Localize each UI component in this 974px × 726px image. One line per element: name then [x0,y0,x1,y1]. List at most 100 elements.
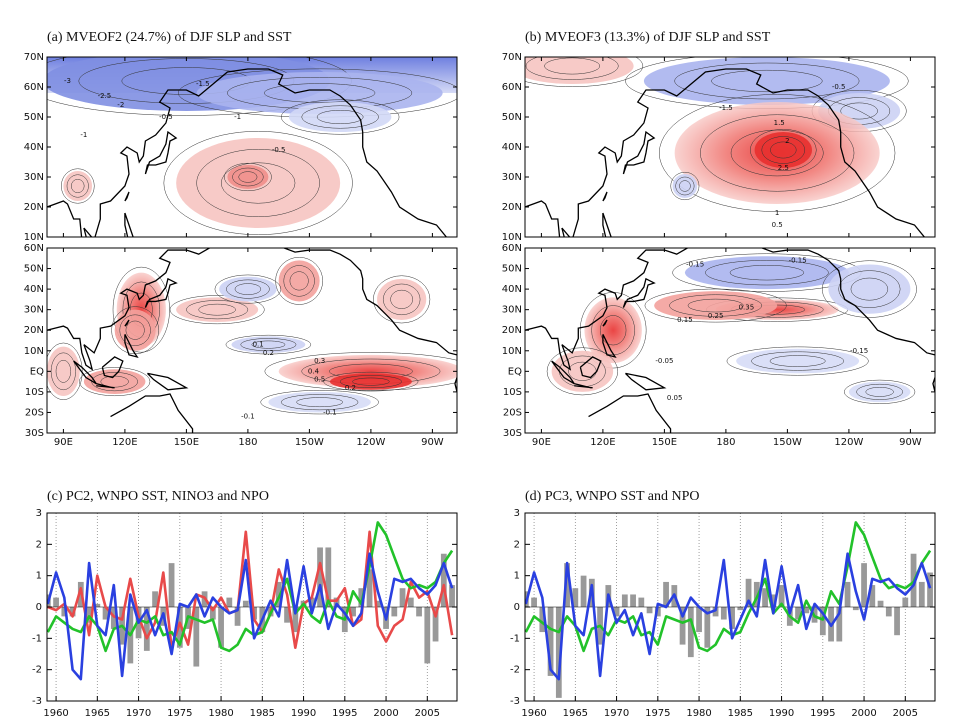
contour [224,162,272,192]
lat-tick-label: 70N [24,52,44,63]
bar [193,607,200,667]
y-tick-label: 3 [514,508,520,519]
lon-tick-label: 120W [356,437,385,448]
bar [869,585,876,607]
x-tick-label: 1975 [645,708,670,719]
lat-tick-label: EQ [30,366,44,377]
lat-tick-label: 20S [25,407,44,418]
plot-area [525,513,935,701]
contour [55,359,72,383]
bar [712,607,719,617]
bar [539,607,546,633]
lat-tick-label: 20S [503,407,522,418]
coastline [101,356,124,379]
map-field: -3 -2.5 -2 -1.5 -1 -0.5 -1 -0.5 [47,57,457,237]
contour [214,274,282,304]
lat-tick-label: 10S [503,387,522,398]
coastline [602,191,608,202]
contour [669,294,763,317]
coastline [622,277,656,308]
contour [525,57,644,87]
chart-title: (c) PC2, WNPO SST, NINO3 and NPO [47,489,269,504]
anomaly [525,57,634,84]
lat-tick-label: 60N [502,82,522,93]
bar [242,600,249,607]
contour [644,288,787,323]
lat-tick-label: 70N [502,52,522,63]
lon-tick-label: 150E [652,437,677,448]
coastline [124,212,134,237]
map-frame [524,247,936,434]
bar [745,578,752,607]
contour [700,114,855,192]
contour [769,355,826,367]
lat-tick-label: 50N [24,112,44,123]
contour [679,180,691,192]
lat-tick-label: 60N [24,82,44,93]
x-tick-label: 1970 [604,708,629,719]
y-tick-label: -2 [32,665,42,676]
contour-label: 2.5 [778,164,789,172]
coastline [602,319,608,327]
x-tick-label: 2000 [373,708,398,719]
anomaly [47,346,80,397]
map-field: -1.5 -0.5 1.5 2 2.5 1 0.5 [525,57,935,237]
bar [168,563,175,607]
lat-tick-label: 40N [502,142,522,153]
bar [687,607,694,658]
contour-label: -0.15 [686,260,704,268]
lat-tick-label: 10N [502,232,522,243]
bar [176,607,183,648]
anomaly [584,297,642,364]
contour-label: 2 [785,137,789,145]
bar [844,581,851,607]
line-series [525,552,932,681]
contour-label: -0.1 [241,413,255,421]
bar [564,563,570,607]
anomaly [329,373,412,390]
contour [705,260,829,286]
bar [226,597,233,607]
coastline [551,360,575,385]
lat-tick-label: 30S [503,428,522,439]
lat-tick-label: 50N [502,264,522,275]
anomaly [114,309,156,351]
coastline [110,393,194,433]
bar [292,607,299,633]
lat-tick-label: EQ [508,366,522,377]
contour [226,279,270,299]
contour [844,379,916,404]
contour [221,162,296,204]
contour-label: 0.4 [308,367,320,375]
contour [289,271,309,291]
contour [186,300,249,320]
contour [316,110,364,124]
bar [218,607,224,648]
lon-tick-label: 90W [421,437,444,448]
lon-tick-label: 90W [899,437,922,448]
x-tick-label: 1990 [291,708,316,719]
bar [432,607,439,642]
lon-tick-label: 150W [295,437,324,448]
anomaly [684,256,849,290]
bar [778,585,785,607]
contour [50,352,76,391]
contour [674,62,860,100]
contour [687,298,744,313]
plot-frame [524,512,936,702]
lat-tick-label: 40N [24,284,44,295]
x-tick-label: 1965 [85,708,110,719]
anomaly [231,336,306,353]
bar [902,597,909,607]
bar [86,607,92,623]
contour [301,105,379,129]
lon-tick-label: 150E [174,437,199,448]
bar [284,607,290,623]
lat-tick-label: 60N [24,243,44,254]
contour [125,320,145,340]
contour [352,377,390,386]
bar [547,607,554,676]
contour [525,57,619,80]
coastline [124,319,130,327]
bar [572,588,579,607]
